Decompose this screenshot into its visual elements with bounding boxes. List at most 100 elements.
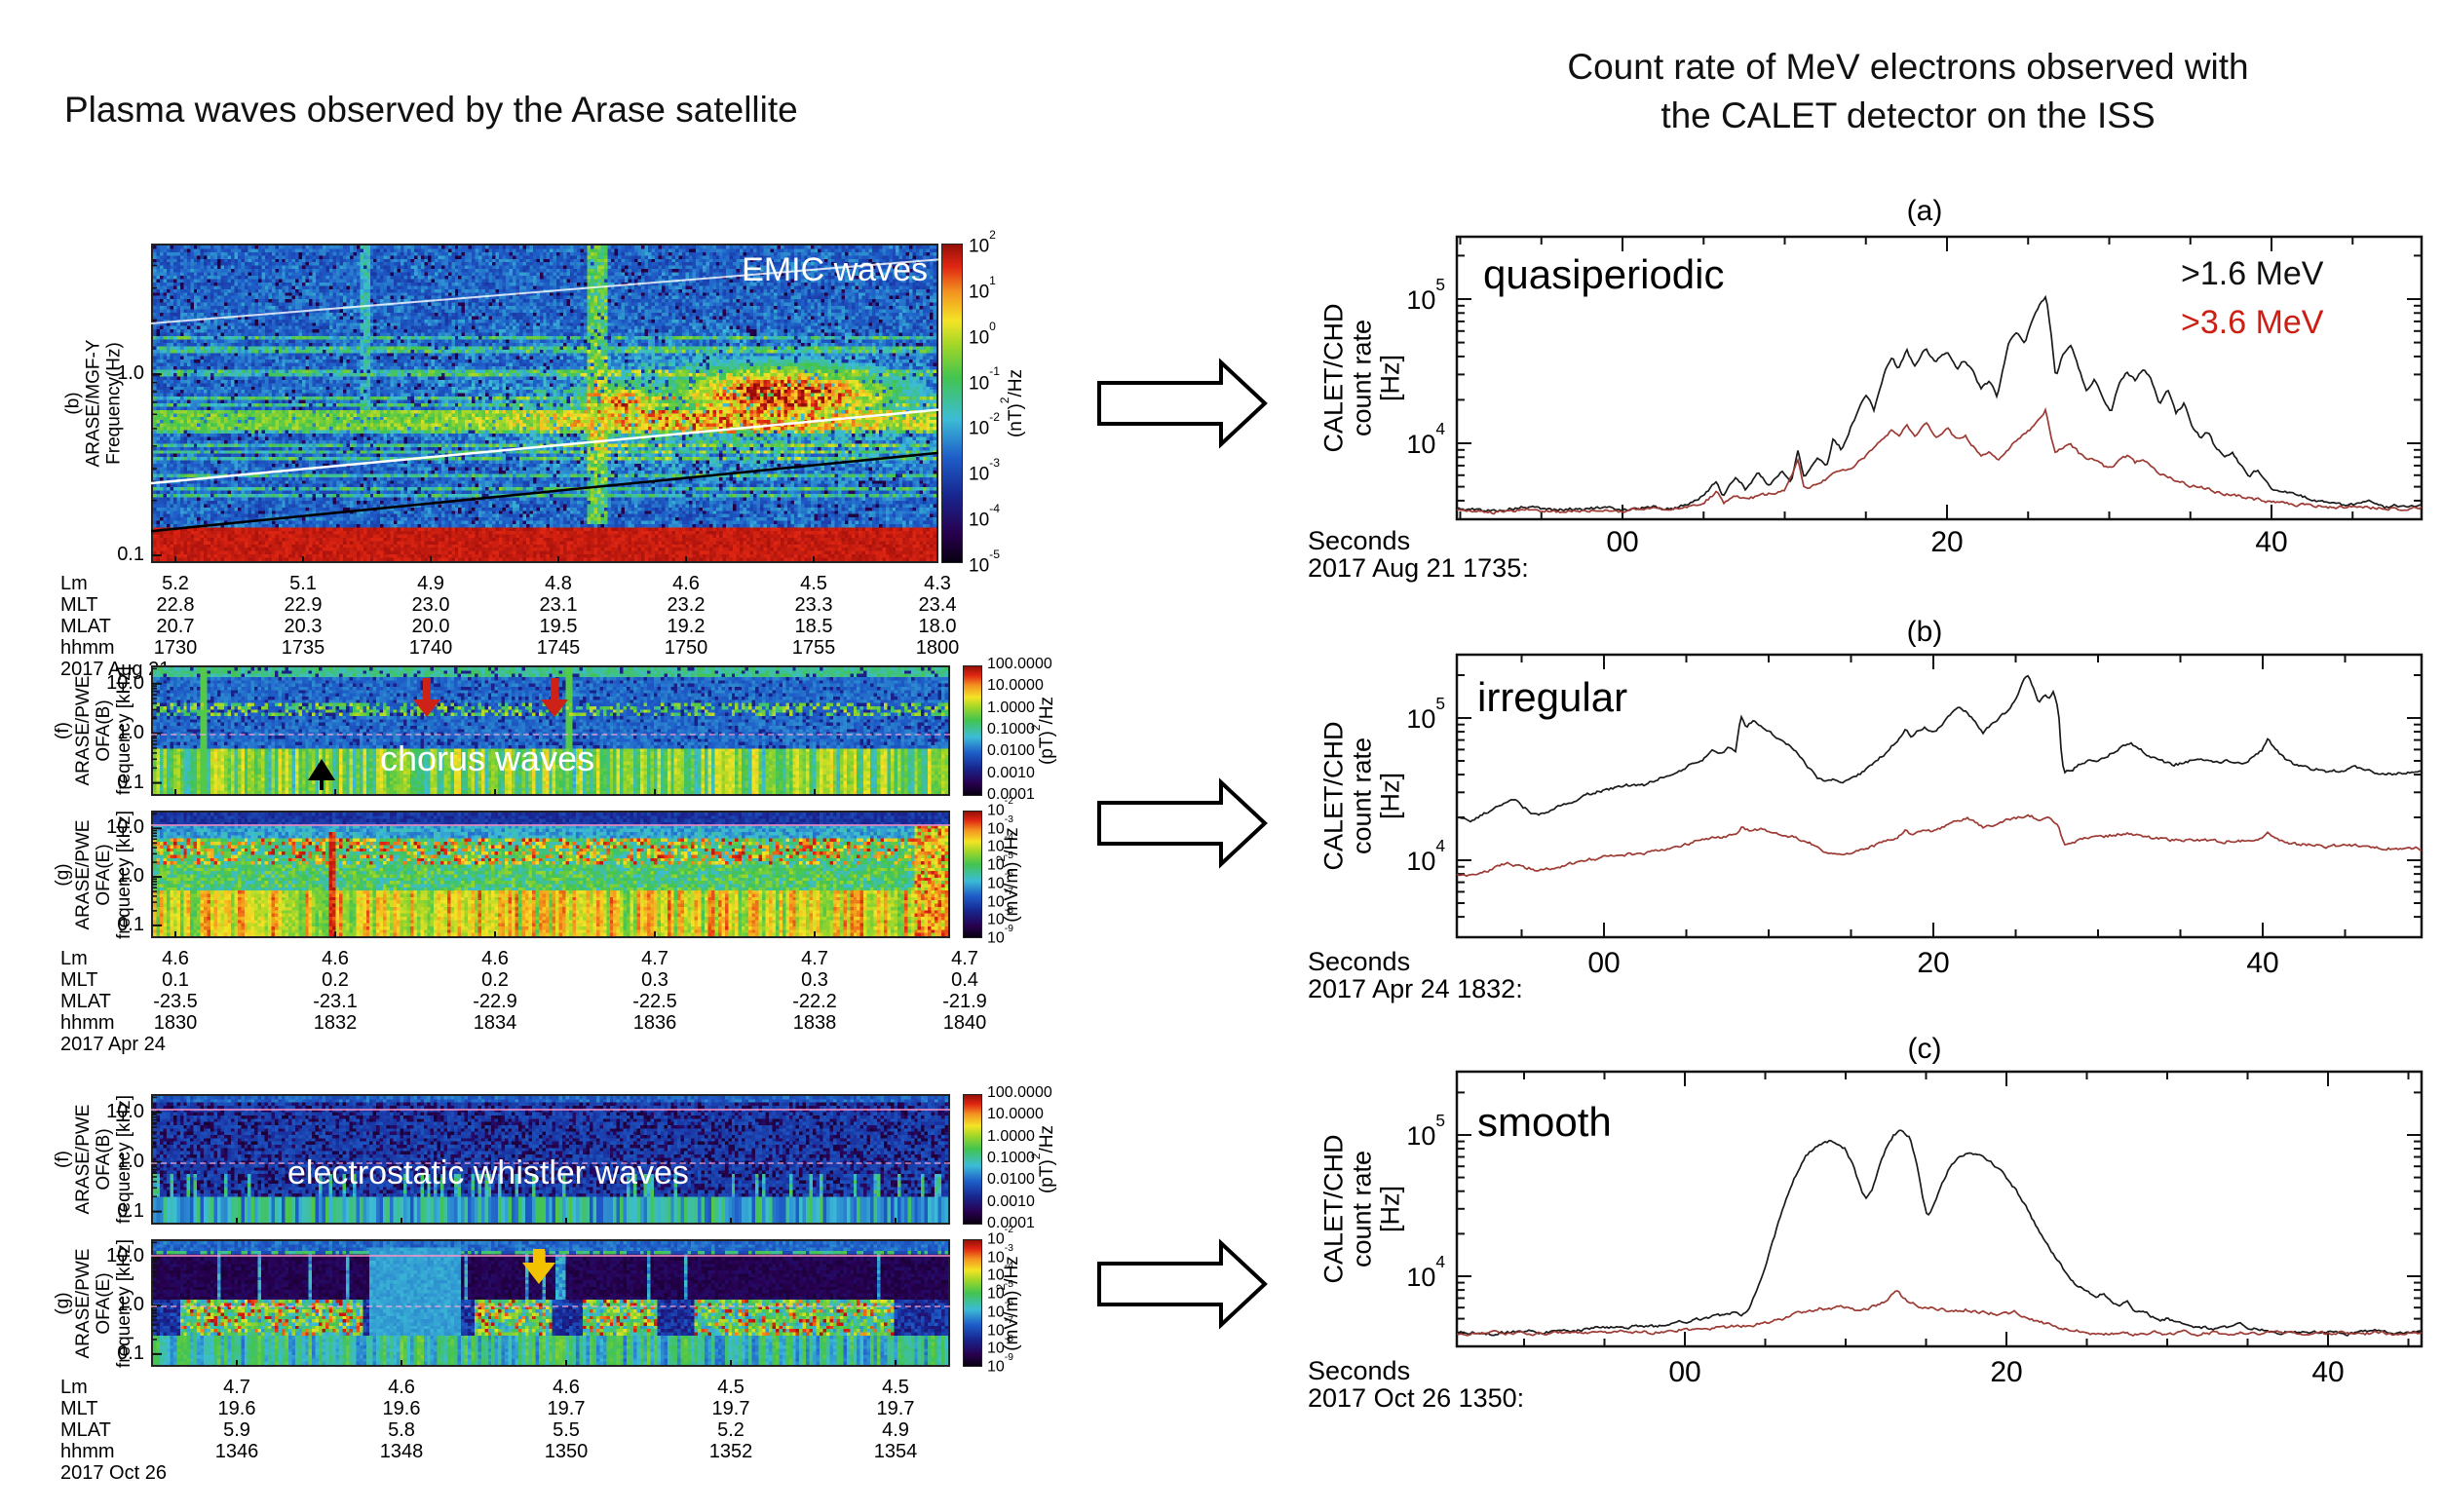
spectrogram-canvas xyxy=(153,813,948,936)
axis-table-value: 4.3 xyxy=(924,573,951,594)
exponent: 5 xyxy=(1435,1111,1445,1131)
axis-label-arasepwe: (g) ARASE/PWE OFA(E) frequency [kHz] xyxy=(53,811,134,939)
colorbar-unit: (pT)2/Hz xyxy=(1028,696,1058,766)
spectrogram-arase/pwe-ofa(b)-frequency [khz] xyxy=(151,1094,950,1225)
flow-arrow-icon xyxy=(1097,777,1268,869)
exponent: -1 xyxy=(989,364,1000,379)
count-rate-axis-tick: 105 xyxy=(1406,1111,1445,1151)
exponent: -6 xyxy=(1004,868,1013,880)
axis-table-value: 1354 xyxy=(873,1441,918,1462)
axis-table-row-label: MLAT xyxy=(60,616,111,637)
axis-table-value: 18.0 xyxy=(918,616,957,637)
spectrogram-canvas xyxy=(153,1241,948,1365)
colorbar xyxy=(941,244,963,563)
axis-label-line: ARASE/PWE xyxy=(73,819,94,929)
axis-table-value: -23.5 xyxy=(153,991,198,1012)
axis-table-value: 1800 xyxy=(915,637,960,659)
colorbar-tick: 102 xyxy=(969,227,996,257)
panel-letter-b: (b) xyxy=(1906,616,1943,648)
axis-table-value: 1745 xyxy=(536,637,581,659)
colorbar-tick: 10-7 xyxy=(987,1315,1013,1339)
panel-letter-a: (a) xyxy=(1906,195,1943,227)
freq-axis-tick: 0.1 xyxy=(117,913,144,935)
freq-axis-tick: 1.0 xyxy=(117,362,144,385)
ten-khz-line xyxy=(151,824,950,826)
colorbar-tick: 10-9 xyxy=(987,923,1013,947)
colorbar-tick: 10-7 xyxy=(987,887,1013,910)
axis-label-line: frequency [kHz] xyxy=(114,1095,134,1224)
ylabel-line: [Hz] xyxy=(1375,1186,1405,1233)
xstart-label-b: 2017 Apr 24 1832: xyxy=(1308,974,1523,1003)
axis-table-value: 23.4 xyxy=(918,594,957,616)
count-rate-plot-b xyxy=(1455,653,2424,939)
axis-table-value: -22.5 xyxy=(632,991,677,1012)
freq-axis-tick: 0.1 xyxy=(117,771,144,793)
ten-khz-line xyxy=(151,1255,950,1257)
flow-arrow-icon xyxy=(1097,1238,1268,1330)
count-rate-axis-tick: 105 xyxy=(1406,694,1445,734)
axis-table-value: 1750 xyxy=(664,637,708,659)
axis-table-value: 19.6 xyxy=(382,1398,421,1419)
exponent: -3 xyxy=(989,456,1000,471)
colorbar-tick: 10-8 xyxy=(987,1334,1013,1357)
axis-label-line: (b) xyxy=(62,392,84,415)
axis-label-line: (f) xyxy=(53,1151,73,1168)
colorbar-tick: 10-5 xyxy=(987,1279,1013,1303)
axis-label-line: frequency [kHz] xyxy=(114,666,134,795)
black-triangle-marker xyxy=(308,759,335,790)
colorbar-unit: (pT)2/Hz xyxy=(1028,1124,1058,1194)
legend-entry-3.6mev: >3.6 MeV xyxy=(2181,304,2324,341)
colorbar-tick: 10-6 xyxy=(987,868,1013,892)
axis-table-value: 4.5 xyxy=(882,1377,909,1398)
exponent: 2 xyxy=(997,397,1012,404)
axis-table-value: 5.8 xyxy=(388,1419,415,1441)
axis-table-row-label: MLAT xyxy=(60,1419,111,1441)
axis-table-value: 19.7 xyxy=(711,1398,750,1419)
axis-table-value: 4.9 xyxy=(417,573,444,594)
colorbar-tick: 10-4 xyxy=(987,832,1013,855)
spectrogram-canvas xyxy=(153,246,936,561)
one-khz-dashed-line xyxy=(151,1162,950,1164)
exponent: -4 xyxy=(1004,1261,1013,1272)
spectrogram-axis-ticks xyxy=(152,813,816,937)
axis-table-value: 19.6 xyxy=(217,1398,256,1419)
time-axis-tick: 40 xyxy=(2255,526,2288,558)
plot-label-quasiperiodic: quasiperiodic xyxy=(1483,251,1725,297)
colorbar-tick: 0.0010 xyxy=(987,764,1035,781)
axis-table-value: 19.2 xyxy=(667,616,706,637)
axis-table-value: 22.8 xyxy=(156,594,195,616)
exponent: -4 xyxy=(1004,832,1013,844)
axis-table-row-label: MLT xyxy=(60,594,98,616)
exponent: -8 xyxy=(1004,905,1013,917)
annotation-electrostatic-whistler-waves: electrostatic whistler waves xyxy=(287,1154,689,1191)
freq-axis-tick: 10.0 xyxy=(106,1100,144,1122)
colorbar-tick: 10-2 xyxy=(987,1224,1013,1248)
ylabel-calet-chd-count-rate: CALET/CHD count rate [Hz] xyxy=(1319,1134,1405,1283)
spectrogram-arase/pwe-ofa(e)-frequency [khz] xyxy=(151,1239,950,1367)
colorbar-tick: 10.0000 xyxy=(987,1106,1044,1123)
axis-table-value: 1735 xyxy=(281,637,325,659)
count-rate-plot-c xyxy=(1455,1070,2424,1348)
axis-table-value: 4.8 xyxy=(545,573,572,594)
time-axis-tick: 20 xyxy=(1917,947,1950,979)
freq-axis-tick: 1.0 xyxy=(117,865,144,888)
axis-table-value: 19.7 xyxy=(876,1398,915,1419)
colorbar-tick: 10-3 xyxy=(987,813,1013,838)
axis-table-value: 20.7 xyxy=(156,616,195,637)
axis-label-line: OFA(B) xyxy=(94,1128,114,1191)
exponent: 4 xyxy=(1435,1252,1445,1272)
colorbar-tick: 10-6 xyxy=(987,1297,1013,1321)
axis-table-value: 1832 xyxy=(313,1012,358,1034)
spectrogram-arase/pwe-ofa(e)-frequency [khz] xyxy=(151,811,950,938)
xlabel-seconds-a: Seconds xyxy=(1308,526,1411,555)
axis-table-row-label: MLAT xyxy=(60,991,111,1012)
ylabel-calet-chd-count-rate: CALET/CHD count rate [Hz] xyxy=(1319,303,1405,452)
yellow-arrow-marker xyxy=(522,1249,555,1284)
axis-table-value: 23.0 xyxy=(411,594,450,616)
axis-label-line: frequency [kHz] xyxy=(114,1238,134,1368)
axis-table-value: 1840 xyxy=(942,1012,987,1034)
colorbar-tick: 100.0000 xyxy=(987,656,1052,672)
exponent: -9 xyxy=(1004,923,1013,934)
exponent: -7 xyxy=(1004,887,1013,898)
